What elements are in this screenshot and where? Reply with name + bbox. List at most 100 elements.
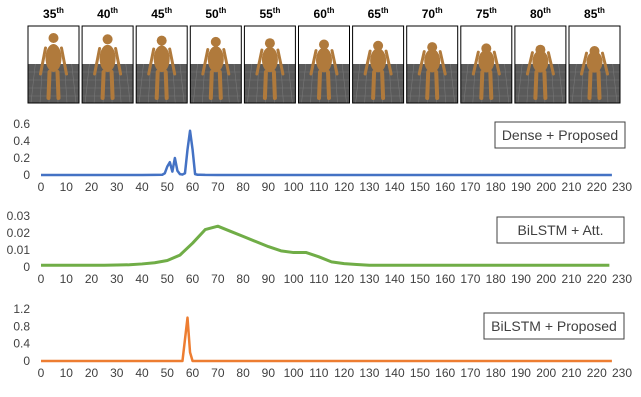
y-tick-label: 0.03 [7, 209, 31, 223]
figure-arm [330, 49, 339, 76]
x-tick-label: 50 [161, 180, 175, 194]
data-line [41, 316, 612, 363]
frame-suffix: th [327, 6, 335, 15]
x-tick-label: 190 [511, 366, 531, 380]
x-tick-label: 150 [410, 180, 430, 194]
figure-leg [425, 70, 431, 100]
figure-head [373, 40, 384, 51]
figure-arm [222, 48, 231, 76]
x-tick-label: 170 [460, 272, 480, 286]
x-tick-label: 200 [536, 272, 556, 286]
figure-leg [55, 70, 61, 100]
x-tick-label: 10 [60, 272, 74, 286]
frame-border [27, 25, 80, 104]
figure-arm [147, 47, 156, 76]
frame-number: 35 [43, 7, 57, 21]
x-tick-label: 120 [334, 366, 354, 380]
x-tick-label: 160 [435, 180, 455, 194]
x-tick-label: 40 [135, 272, 149, 286]
y-tick-label: 0.6 [13, 117, 30, 131]
x-tick-label: 150 [410, 366, 430, 380]
x-tick-label: 100 [284, 272, 304, 286]
figure-leg [434, 70, 440, 100]
figure-arm [546, 51, 555, 76]
figure-arm [309, 49, 318, 76]
legend-label: Dense + Proposed [502, 127, 618, 143]
figure-arm [39, 46, 47, 76]
frame-label: 70th [422, 6, 443, 21]
x-tick-label: 120 [334, 180, 354, 194]
frame-border [243, 25, 296, 104]
figure-arm [525, 51, 534, 76]
figure-leg [100, 70, 106, 100]
floor-grid [558, 63, 564, 104]
figure-arm [168, 47, 177, 76]
frame-number: 55 [259, 7, 273, 21]
frame [568, 25, 621, 104]
figure-head [535, 44, 546, 55]
figure-arm [438, 50, 447, 76]
frame-border [406, 25, 459, 104]
x-tick-label: 230 [612, 180, 632, 194]
figure-head [481, 43, 492, 54]
figure-arm [93, 47, 102, 76]
figure-head [319, 39, 329, 50]
figure-leg [371, 70, 377, 100]
x-tick-label: 30 [110, 272, 124, 286]
figure-head [589, 46, 600, 56]
frame-border [460, 25, 513, 104]
frame-suffix: th [110, 6, 118, 15]
frame-border [81, 25, 134, 104]
x-tick-label: 190 [511, 272, 531, 286]
x-tick-label: 110 [309, 272, 328, 286]
y-tick-label: 0.01 [7, 243, 31, 257]
x-tick-label: 0 [38, 366, 45, 380]
y-tick-label: 0 [23, 168, 30, 182]
frame-label: 45th [151, 6, 172, 21]
frame-suffix: th [381, 6, 389, 15]
figure-torso [99, 44, 116, 73]
x-tick-label: 90 [262, 272, 276, 286]
x-tick-label: 100 [284, 366, 304, 380]
frame [298, 25, 350, 104]
y-tick-label: 0 [23, 354, 30, 368]
figure-arm [363, 49, 372, 76]
x-tick-label: 20 [85, 366, 99, 380]
frame [352, 25, 405, 104]
y-tick-label: 0.2 [13, 151, 30, 165]
floor-grid [396, 63, 401, 104]
frame [27, 25, 80, 104]
figure-leg [262, 70, 268, 100]
x-tick-label: 70 [211, 272, 225, 286]
x-tick-label: 230 [612, 272, 632, 286]
figure-leg [488, 70, 494, 100]
frame [514, 25, 567, 104]
figure-torso [153, 45, 170, 73]
x-tick-label: 130 [359, 366, 379, 380]
x-tick-label: 170 [460, 366, 480, 380]
figure-arm [601, 51, 609, 76]
figure-torso [316, 47, 332, 73]
frame-number: 45 [151, 7, 165, 21]
frame-label: 60th [314, 6, 335, 21]
x-tick-label: 20 [85, 272, 99, 286]
frame-border [298, 25, 350, 104]
figure-leg [46, 70, 52, 100]
x-tick-label: 110 [309, 180, 328, 194]
figure-arm [114, 47, 123, 76]
floor-grid [355, 63, 361, 104]
frame [406, 25, 459, 104]
data-line [41, 129, 612, 177]
x-tick-label: 70 [211, 180, 225, 194]
frame-label: 80th [530, 6, 551, 21]
x-tick-label: 120 [334, 272, 354, 286]
data-line [41, 224, 610, 267]
floor-grid [287, 63, 293, 104]
figure-leg [542, 70, 548, 100]
figure-head [210, 36, 221, 47]
x-tick-label: 30 [110, 180, 124, 194]
figure-head [427, 42, 438, 53]
frame-number: 70 [422, 7, 436, 21]
legend-label: BiLSTM + Att. [518, 222, 604, 238]
